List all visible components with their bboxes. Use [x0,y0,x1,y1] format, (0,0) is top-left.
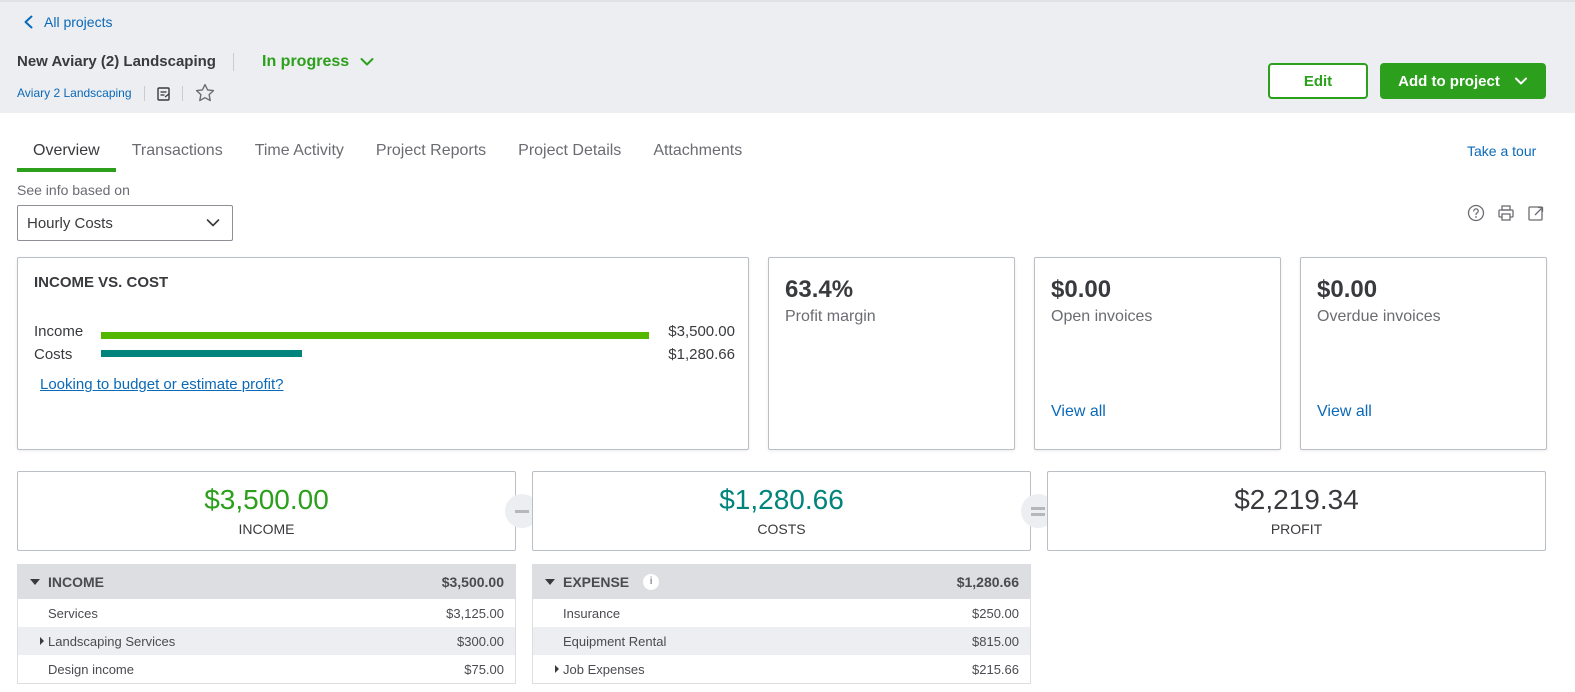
tab-transactions[interactable]: Transactions [131,142,223,159]
take-a-tour-link[interactable]: Take a tour [1467,143,1537,159]
income-table-total: $3,500.00 [441,573,504,590]
help-icon[interactable] [1467,204,1485,222]
cost-basis-value: Hourly Costs [27,214,113,232]
open-invoices-value: $0.00 [1051,276,1112,303]
row-name: Job Expenses [563,661,645,677]
costs-bar-label: Costs [34,346,73,363]
tab-project-details[interactable]: Project Details [518,142,622,159]
add-to-project-button[interactable]: Add to project [1380,63,1546,99]
status-dropdown[interactable]: In progress [262,53,375,71]
cost-basis-select[interactable]: Hourly Costs [17,205,233,241]
profit-margin-card: 63.4% Profit margin [768,257,1015,450]
costs-summary-amount: $1,280.66 [719,484,844,515]
row-name: Design income [48,661,134,677]
divider [144,86,145,101]
table-row: Landscaping Services $300.00 [18,627,515,655]
table-row: Job Expenses $215.66 [533,655,1030,683]
project-title: New Aviary (2) Landscaping [17,53,216,70]
costs-summary-label: COSTS [757,521,806,537]
edit-button[interactable]: Edit [1268,63,1368,99]
collapse-caret-icon[interactable] [545,578,555,585]
open-invoices-card: $0.00 Open invoices View all [1034,257,1281,450]
back-link-label: All projects [44,14,113,30]
row-name: Equipment Rental [563,633,667,649]
costs-summary: $1,280.66 COSTS [532,471,1031,551]
open-invoices-view-all-link[interactable]: View all [1051,403,1106,420]
profit-margin-label: Profit margin [785,308,876,325]
chevron-down-icon [360,58,374,66]
print-icon[interactable] [1497,204,1515,222]
info-icon[interactable]: i [643,573,660,590]
income-table-title: INCOME [48,573,104,590]
income-vs-cost-title: INCOME VS. COST [34,274,169,291]
income-table: INCOME $3,500.00 Services $3,125.00 Land… [17,564,516,684]
row-name: Insurance [563,605,621,621]
income-summary: $3,500.00 INCOME [17,471,516,551]
income-table-header: INCOME $3,500.00 [18,564,515,599]
row-name: Landscaping Services [48,633,176,649]
row-amount: $215.66 [972,661,1019,677]
costs-bar-value: $1,280.66 [668,346,735,363]
status-label: In progress [262,53,350,70]
chevron-down-icon [206,219,220,227]
divider [182,86,183,101]
income-bar [101,332,649,339]
tab-overview[interactable]: Overview [17,138,116,172]
project-header: All projects New Aviary (2) Landscaping … [0,0,1575,113]
row-amount: $75.00 [464,661,504,677]
income-bar-label: Income [34,323,84,340]
star-icon[interactable] [194,82,216,104]
overdue-invoices-view-all-link[interactable]: View all [1317,403,1372,420]
tab-project-reports[interactable]: Project Reports [375,142,487,159]
overdue-invoices-value: $0.00 [1317,276,1378,303]
profit-summary-amount: $2,219.34 [1234,484,1359,515]
back-to-projects-link[interactable]: All projects [22,14,112,30]
expand-caret-icon[interactable] [40,637,44,645]
table-row: Insurance $250.00 [533,599,1030,627]
open-invoices-label: Open invoices [1051,308,1153,325]
row-amount: $250.00 [972,605,1019,621]
costs-bar [101,350,302,357]
divider [233,53,234,71]
income-vs-cost-card: INCOME VS. COST Income $3,500.00 Costs $… [17,257,749,450]
expand-caret-icon[interactable] [555,665,559,673]
add-to-project-label: Add to project [1398,72,1500,90]
income-bar-value: $3,500.00 [668,323,735,340]
row-name: Services [48,605,98,621]
profit-summary-label: PROFIT [1270,521,1323,537]
row-amount: $3,125.00 [446,605,504,621]
income-summary-amount: $3,500.00 [204,484,329,515]
income-summary-label: INCOME [238,521,295,537]
overdue-invoices-label: Overdue invoices [1317,308,1441,325]
chevron-down-icon [1514,77,1527,85]
row-amount: $300.00 [457,633,504,649]
project-tabs: Overview Transactions Time Activity Proj… [17,138,758,172]
row-amount: $815.00 [972,633,1019,649]
customer-link[interactable]: Aviary 2 Landscaping [17,86,132,100]
expense-table-title: EXPENSE [563,573,630,590]
profit-summary: $2,219.34 PROFIT [1047,471,1546,551]
tab-attachments[interactable]: Attachments [653,142,743,159]
profit-margin-value: 63.4% [785,276,854,303]
filter-label: See info based on [17,182,130,198]
chevron-left-icon [24,15,33,29]
tab-time-activity[interactable]: Time Activity [254,142,344,159]
budget-estimate-link[interactable]: Looking to budget or estimate profit? [40,376,284,393]
overdue-invoices-card: $0.00 Overdue invoices View all [1300,257,1547,450]
expense-table-header: EXPENSE i $1,280.66 [533,564,1030,599]
table-row: Design income $75.00 [18,655,515,683]
expense-table: EXPENSE i $1,280.66 Insurance $250.00 Eq… [532,564,1031,684]
note-icon[interactable] [156,86,172,102]
table-row: Equipment Rental $815.00 [533,627,1030,655]
table-row: Services $3,125.00 [18,599,515,627]
export-icon[interactable] [1527,204,1545,222]
collapse-caret-icon[interactable] [30,578,40,585]
expense-table-total: $1,280.66 [956,573,1019,590]
